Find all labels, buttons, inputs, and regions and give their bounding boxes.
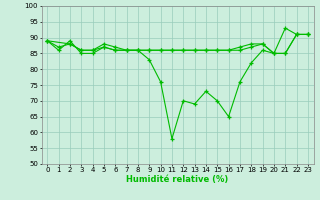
X-axis label: Humidité relative (%): Humidité relative (%) (126, 175, 229, 184)
